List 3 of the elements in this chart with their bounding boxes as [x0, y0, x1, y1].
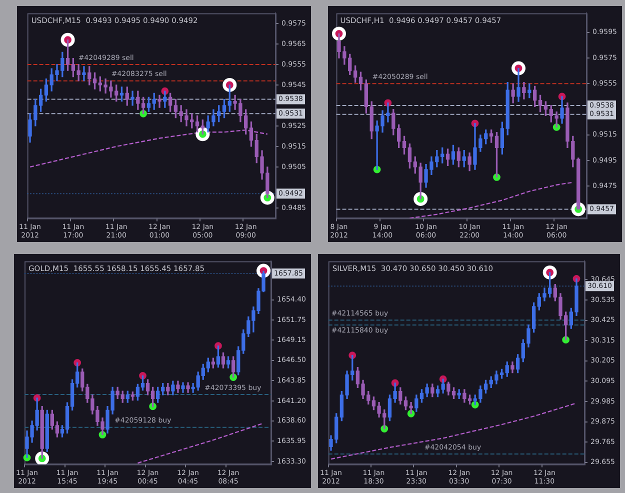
line-series [330, 402, 578, 460]
line-series [137, 422, 264, 464]
line-series [409, 182, 574, 218]
